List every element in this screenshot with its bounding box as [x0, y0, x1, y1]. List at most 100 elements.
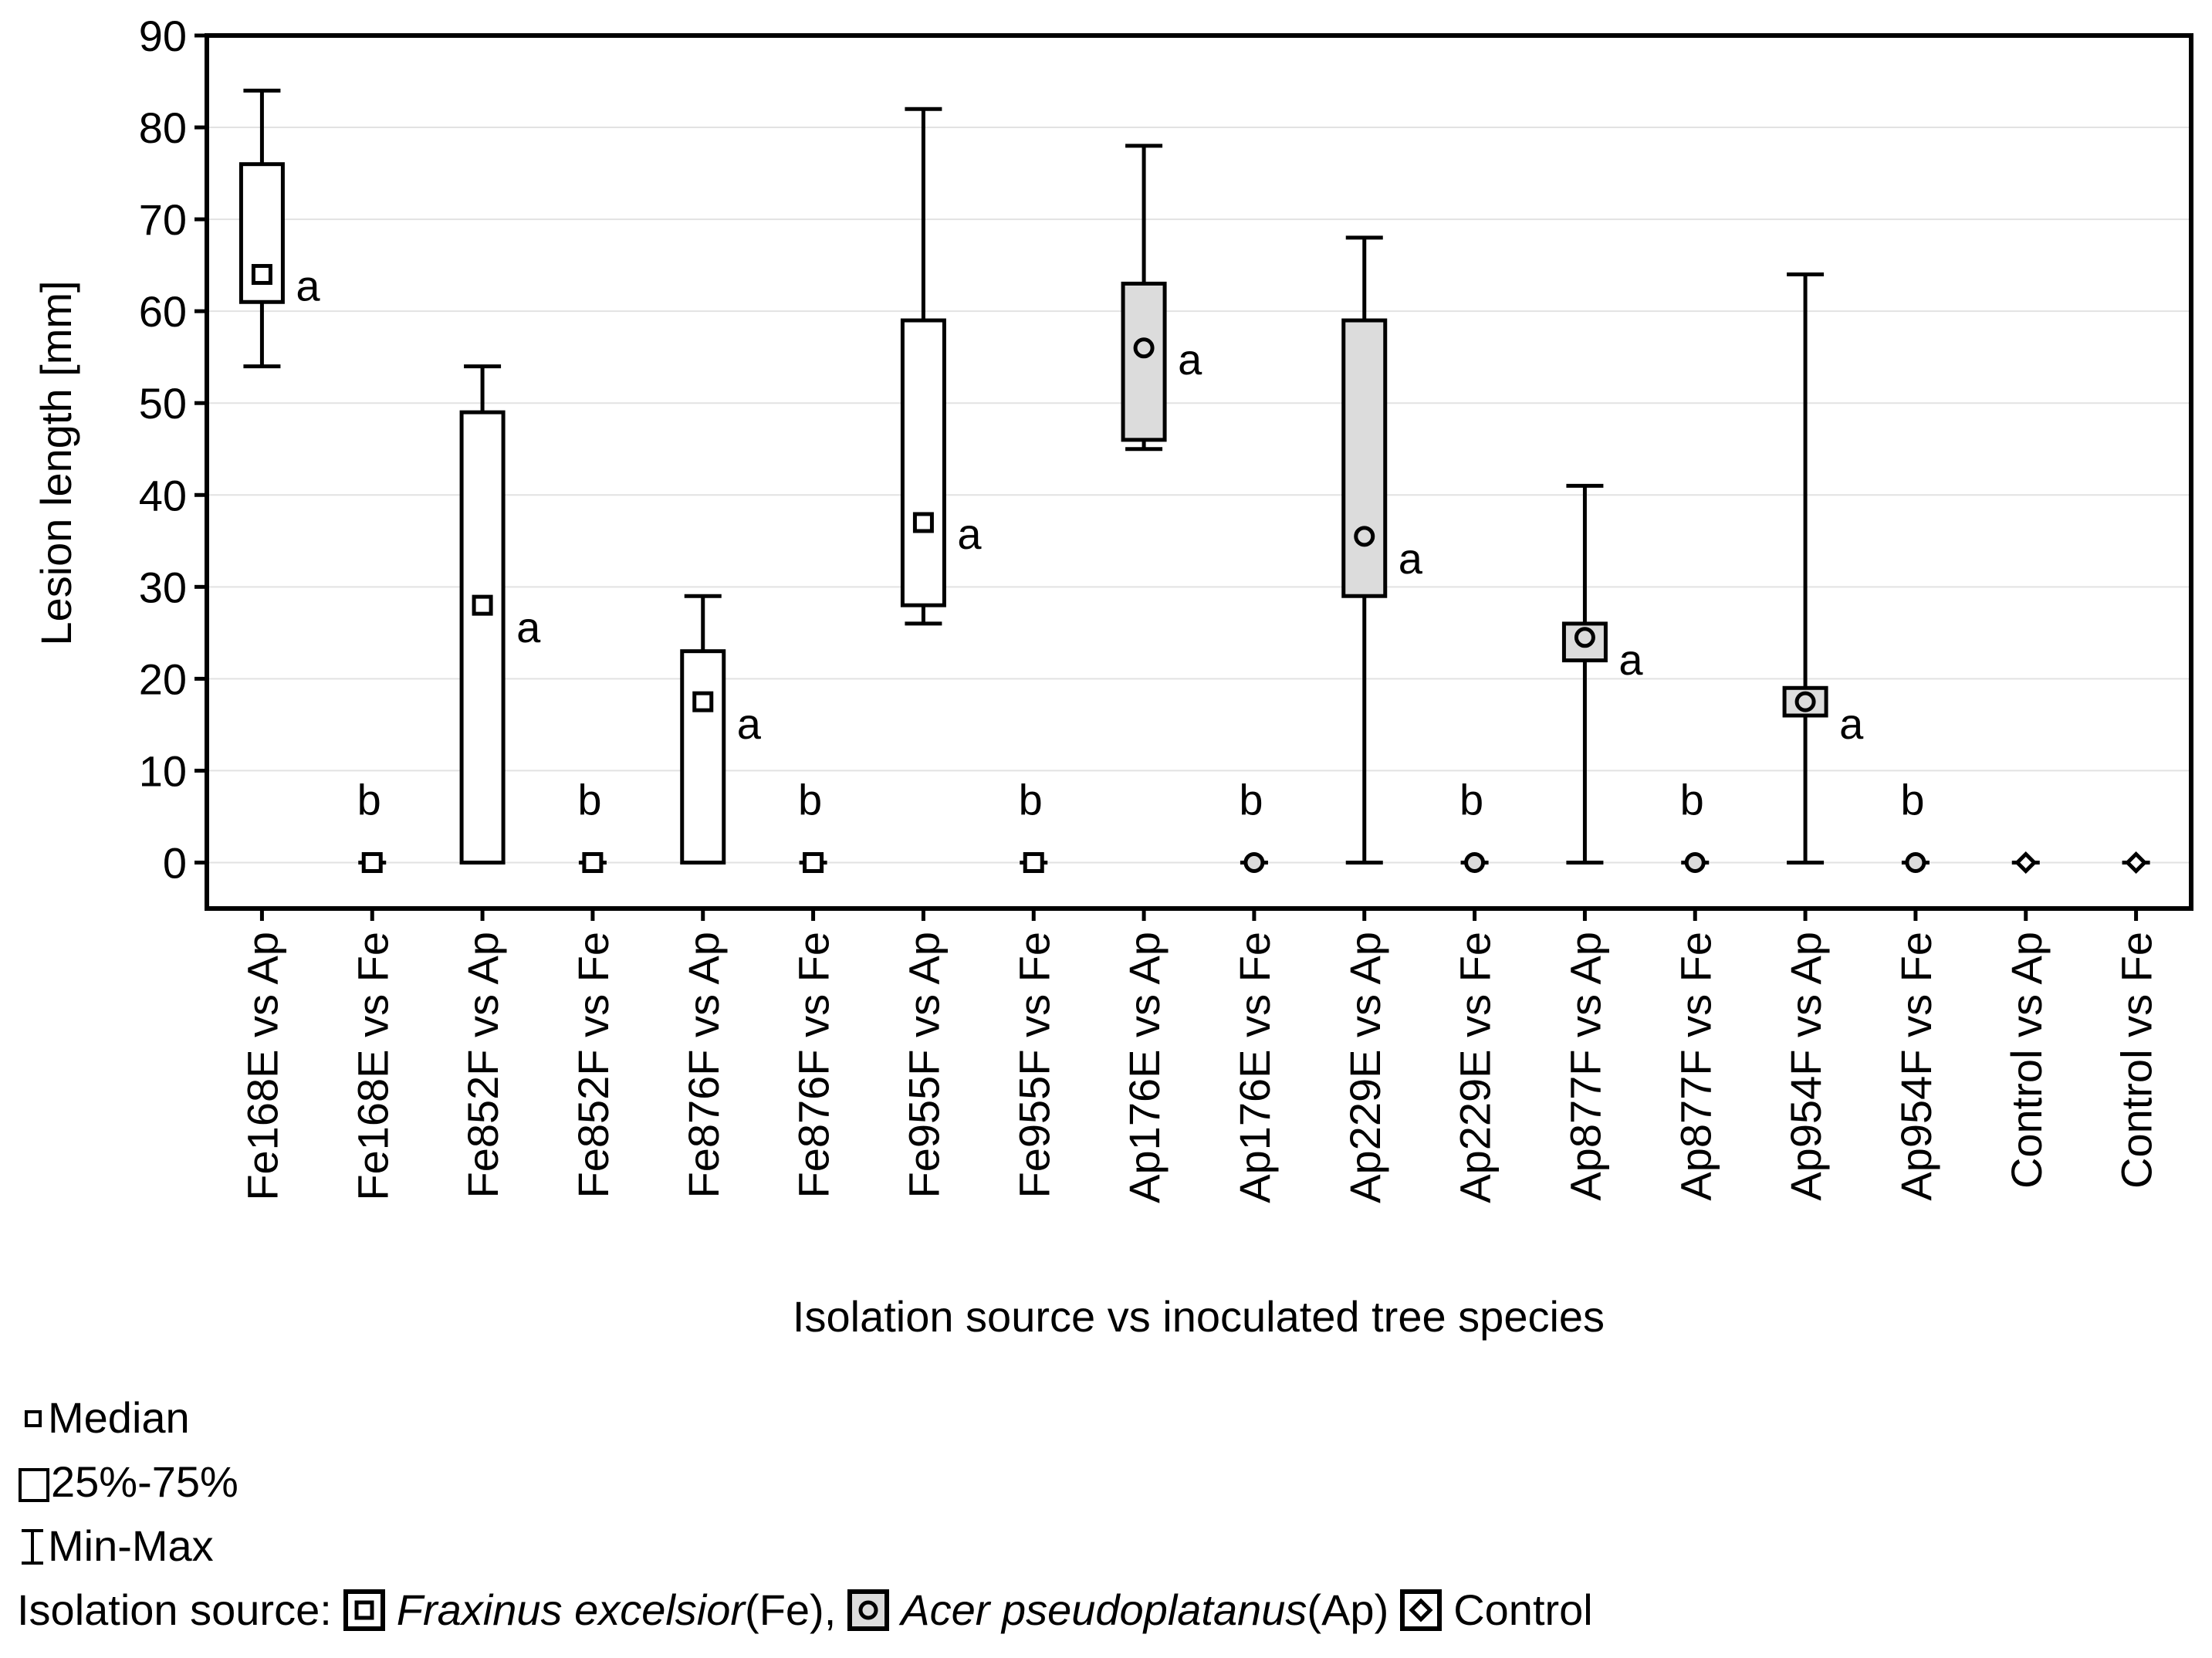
- legend-fe-species: Fraxinus excelsior: [396, 1585, 746, 1634]
- x-tick-label-ap877f-vs-ap: Ap877F vs Ap: [1561, 932, 1609, 1201]
- significance-letter-ap954f-vs-fe: b: [1900, 775, 1924, 824]
- box-fe852f-vs-fe: b: [577, 775, 607, 873]
- median-marker-ap229e-vs-ap: [1354, 526, 1375, 547]
- significance-letter-fe168e-vs-ap: a: [296, 262, 320, 310]
- box-ap229e-vs-fe: b: [1459, 775, 1489, 873]
- significance-letter-fe876f-vs-ap: a: [737, 699, 762, 748]
- significance-letter-ap229e-vs-ap: a: [1399, 534, 1423, 583]
- y-tick-label-70: 70: [139, 195, 187, 244]
- x-tick-label-fe955f-vs-fe: Fe955F vs Fe: [1010, 932, 1058, 1198]
- median-marker-icon: [25, 1409, 42, 1427]
- significance-letter-ap877f-vs-fe: b: [1680, 775, 1704, 824]
- control-diamond-icon: [1400, 1589, 1443, 1631]
- significance-letter-ap176e-vs-ap: a: [1178, 335, 1202, 384]
- legend-control-label: Control: [1453, 1585, 1593, 1634]
- iqr-box-fe852f-vs-ap: [459, 410, 506, 865]
- box-fe955f-vs-fe: b: [1019, 775, 1048, 873]
- box-ap954f-vs-ap: a: [1782, 272, 1864, 865]
- box-ap229e-vs-ap: a: [1341, 235, 1423, 865]
- box-fe876f-vs-ap: a: [680, 594, 762, 865]
- box-fe852f-vs-ap: a: [459, 364, 541, 865]
- median-marker-ap877f-vs-fe: [1684, 851, 1706, 873]
- box-ap176e-vs-ap: a: [1121, 144, 1202, 452]
- median-marker-ap954f-vs-ap: [1794, 691, 1816, 712]
- x-tick-label-ap954f-vs-ap: Ap954F vs Ap: [1781, 932, 1830, 1201]
- median-marker-fe852f-vs-fe: [582, 851, 604, 873]
- box-ap176e-vs-fe: b: [1239, 775, 1268, 873]
- x-tick-label-fe852f-vs-ap: Fe852F vs Ap: [458, 932, 507, 1199]
- box-iqr-icon: [19, 1467, 49, 1502]
- significance-letter-ap229e-vs-fe: b: [1459, 775, 1483, 824]
- median-marker-fe876f-vs-ap: [692, 691, 714, 712]
- legend-range-label: Min-Max: [48, 1521, 214, 1570]
- median-marker-fe852f-vs-ap: [472, 594, 493, 616]
- median-marker-fe955f-vs-ap: [912, 512, 934, 533]
- legend-ap-abbrev: (Ap): [1307, 1585, 1389, 1634]
- legend-source-row: Isolation source: Fraxinus excelsior (Fe…: [17, 1578, 1593, 1642]
- y-tick-label-80: 80: [139, 103, 187, 152]
- x-tick-label-ap954f-vs-fe: Ap954F vs Fe: [1892, 932, 1940, 1201]
- legend-source-prefix: Isolation source:: [17, 1585, 332, 1634]
- y-tick-label-60: 60: [139, 287, 187, 336]
- x-tick-label-control-vs-ap: Control vs Ap: [2002, 932, 2051, 1189]
- y-axis-label: Lesion length [mm]: [32, 280, 80, 645]
- box-ap877f-vs-fe: b: [1680, 775, 1710, 873]
- median-marker-ap877f-vs-ap: [1574, 627, 1595, 648]
- x-axis-label: Isolation source vs inoculated tree spec…: [793, 1292, 1605, 1341]
- whisker-range-icon: [22, 1528, 43, 1565]
- iqr-box-fe876f-vs-ap: [680, 649, 726, 865]
- x-tick-label-ap229e-vs-ap: Ap229E vs Ap: [1341, 932, 1389, 1203]
- significance-letter-fe168e-vs-fe: b: [357, 775, 381, 824]
- median-marker-fe955f-vs-fe: [1023, 851, 1044, 873]
- x-tick-label-ap176e-vs-ap: Ap176E vs Ap: [1120, 932, 1169, 1203]
- fraxinus-square-icon: [343, 1589, 385, 1631]
- legend-median-label: Median: [48, 1393, 190, 1442]
- median-marker-control-vs-fe: [2125, 851, 2148, 875]
- significance-letter-fe955f-vs-fe: b: [1019, 775, 1043, 824]
- legend-ap-species: Acer pseudoplatanus: [901, 1585, 1307, 1634]
- x-tick-label-fe168e-vs-ap: Fe168E vs Ap: [238, 932, 286, 1201]
- median-marker-fe876f-vs-fe: [803, 851, 824, 873]
- median-marker-fe168e-vs-fe: [361, 851, 383, 873]
- plot-frame: [205, 33, 2193, 911]
- significance-letter-fe955f-vs-ap: a: [957, 509, 982, 558]
- legend-iqr-row: 25%-75%: [17, 1450, 1593, 1514]
- legend-fe-abbrev: (Fe),: [745, 1585, 837, 1634]
- box-fe168e-vs-ap: a: [238, 88, 320, 369]
- acer-circle-icon: [847, 1589, 890, 1631]
- box-ap954f-vs-fe: b: [1900, 775, 1930, 873]
- x-tick-label-ap877f-vs-fe: Ap877F vs Fe: [1671, 932, 1720, 1201]
- y-tick-label-90: 90: [139, 12, 187, 60]
- y-tick-label-0: 0: [163, 838, 187, 887]
- iqr-box-ap229e-vs-ap: [1341, 318, 1388, 598]
- x-tick-label-ap229e-vs-fe: Ap229E vs Fe: [1451, 932, 1500, 1203]
- legend-median-row: Median: [17, 1386, 1593, 1450]
- legend: Median 25%-75% Min-Max Isolation source:…: [17, 1386, 1593, 1642]
- box-fe876f-vs-fe: b: [798, 775, 827, 873]
- box-control-vs-ap: [2011, 851, 2040, 875]
- box-fe955f-vs-ap: a: [900, 107, 982, 626]
- median-marker-ap954f-vs-fe: [1905, 851, 1926, 873]
- significance-letter-ap877f-vs-ap: a: [1618, 635, 1643, 684]
- median-marker-ap176e-vs-ap: [1133, 337, 1155, 359]
- median-marker-ap176e-vs-fe: [1243, 851, 1265, 873]
- iqr-box-ap176e-vs-ap: [1121, 281, 1167, 442]
- box-fe168e-vs-fe: b: [357, 775, 387, 873]
- median-marker-fe168e-vs-ap: [251, 264, 272, 286]
- iqr-box-fe955f-vs-ap: [900, 318, 946, 607]
- y-axis: 0 10 20 30 40 50 60 70 80 90: [139, 12, 207, 887]
- x-axis: Fe168E vs Ap Fe168E vs Fe Fe852F vs Ap Fe85…: [238, 909, 2161, 1203]
- significance-letter-fe876f-vs-fe: b: [798, 775, 822, 824]
- x-tick-label-fe168e-vs-fe: Fe168E vs Fe: [348, 932, 397, 1201]
- gridlines: [207, 127, 2191, 864]
- median-marker-control-vs-ap: [2014, 851, 2038, 875]
- y-tick-label-30: 30: [139, 563, 187, 611]
- x-tick-label-fe876f-vs-fe: Fe876F vs Fe: [790, 932, 838, 1198]
- y-tick-label-20: 20: [139, 655, 187, 703]
- median-marker-ap229e-vs-fe: [1464, 851, 1486, 873]
- significance-letter-fe852f-vs-fe: b: [577, 775, 601, 824]
- x-tick-label-fe876f-vs-ap: Fe876F vs Ap: [679, 932, 728, 1199]
- y-tick-label-40: 40: [139, 471, 187, 519]
- y-tick-label-10: 10: [139, 746, 187, 795]
